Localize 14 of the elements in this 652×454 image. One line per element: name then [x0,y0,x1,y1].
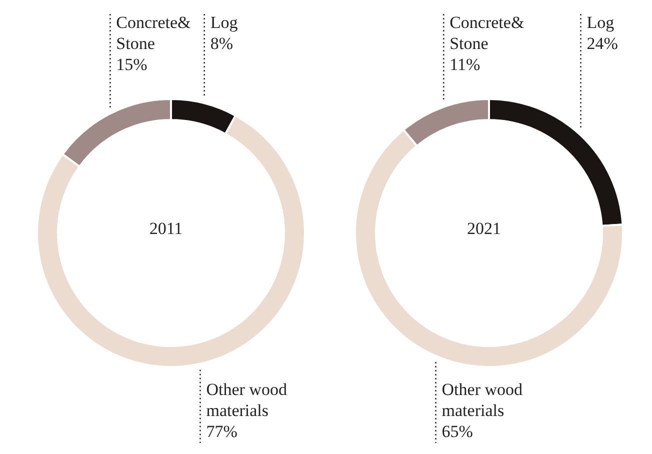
text: 2021 [467,219,501,238]
slice-label: Other wood materials [442,380,524,420]
data-label: 24% [586,34,618,53]
slice-label: Log [586,13,615,32]
slice-label: Concrete& Stone [116,13,191,53]
data-label: 15% [116,55,148,74]
slice-label: Concrete& Stone [450,13,524,53]
slice-label: Other wood materials [206,380,288,420]
text: 2011 [149,219,183,238]
data-label: 65% [442,422,473,441]
data-label: 11% [450,55,480,74]
slice-label: Log [210,13,238,32]
data-label: 8% [210,34,233,53]
data-label: 77% [206,422,238,441]
